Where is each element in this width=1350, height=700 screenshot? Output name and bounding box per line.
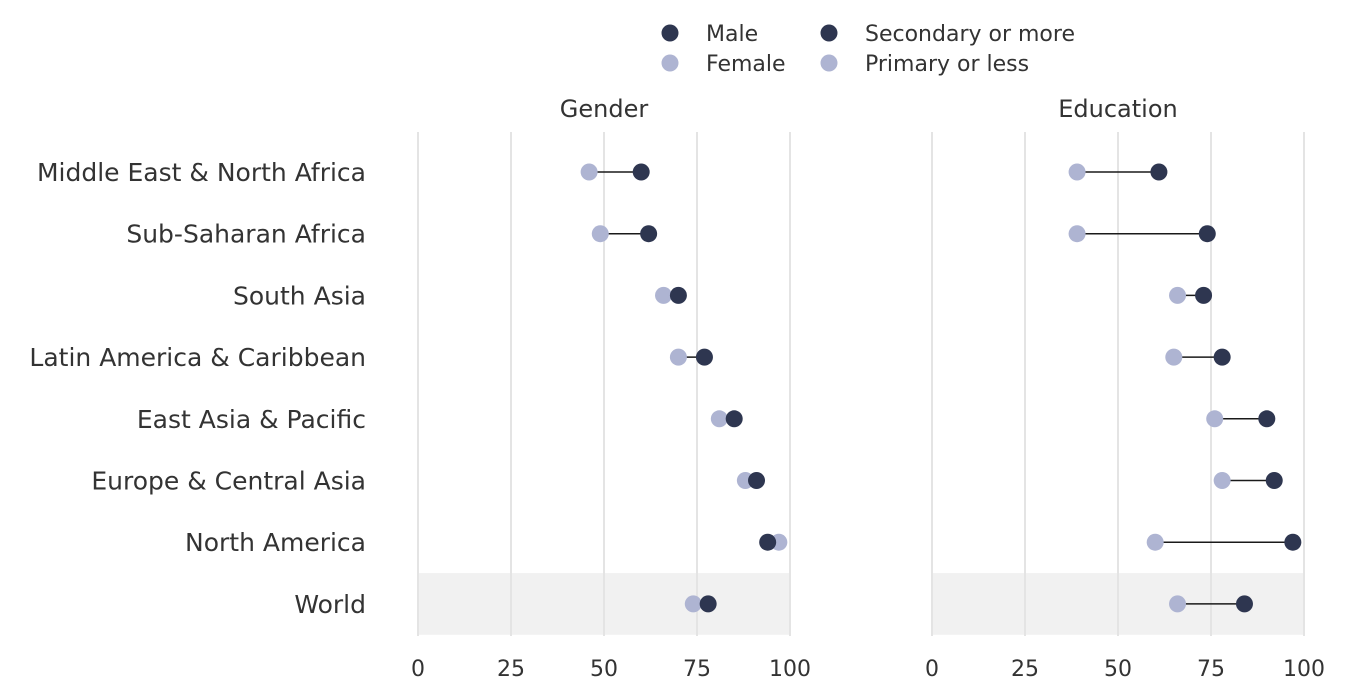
legend-marker-primary-or-less <box>820 54 838 72</box>
point-male-middle-east-and-north-africa <box>632 163 650 181</box>
point-secondary-or-more-sub-saharan-africa <box>1198 225 1216 243</box>
category-label-middle-east-and-north-africa: Middle East & North Africa <box>37 158 366 187</box>
category-label-sub-saharan-africa: Sub-Saharan Africa <box>126 220 366 249</box>
x-tick-label-0: 0 <box>411 657 425 682</box>
point-male-world <box>699 595 717 613</box>
x-tick-label-25: 25 <box>1011 657 1039 682</box>
point-male-latin-america-and-caribbean <box>695 348 713 366</box>
point-primary-or-less-world <box>1169 595 1187 613</box>
legend-label-primary-or-less: Primary or less <box>865 52 1029 77</box>
x-tick-label-100: 100 <box>769 657 811 682</box>
category-label-europe-and-central-asia: Europe & Central Asia <box>91 467 366 496</box>
category-label-east-asia-and-pacific: East Asia & Pacific <box>137 405 366 434</box>
point-secondary-or-more-latin-america-and-caribbean <box>1213 348 1231 366</box>
point-secondary-or-more-south-asia <box>1195 286 1213 304</box>
point-male-east-asia-and-pacific <box>725 410 743 428</box>
point-secondary-or-more-europe-and-central-asia <box>1265 472 1283 489</box>
panel-education: 0 25 50 75 100 Education <box>925 95 1325 682</box>
point-female-latin-america-and-caribbean <box>669 348 687 366</box>
point-female-world <box>684 595 702 613</box>
panel-title-education: Education <box>1058 95 1177 123</box>
point-female-middle-east-and-north-africa <box>580 163 598 181</box>
category-label-latin-america-and-caribbean: Latin America & Caribbean <box>29 343 366 372</box>
category-labels: Middle East & North Africa Sub-Saharan Af… <box>29 158 366 619</box>
x-tick-label-100: 100 <box>1283 657 1325 682</box>
x-tick-label-75: 75 <box>683 657 711 682</box>
x-tick-label-25: 25 <box>497 657 525 682</box>
point-male-north-america <box>759 533 777 551</box>
point-secondary-or-more-north-america <box>1284 533 1302 551</box>
point-primary-or-less-middle-east-and-north-africa <box>1068 163 1086 181</box>
point-primary-or-less-sub-saharan-africa <box>1068 225 1086 243</box>
panel-title-gender: Gender <box>560 95 649 123</box>
point-primary-or-less-europe-and-central-asia <box>1213 472 1231 489</box>
legend: Male Female Secondary or more Primary or le… <box>661 22 1075 77</box>
x-tick-label-75: 75 <box>1197 657 1225 682</box>
point-primary-or-less-north-america <box>1146 533 1164 551</box>
point-secondary-or-more-east-asia-and-pacific <box>1258 410 1276 428</box>
point-female-sub-saharan-africa <box>591 225 609 243</box>
category-label-south-asia: South Asia <box>233 281 366 310</box>
point-secondary-or-more-middle-east-and-north-africa <box>1150 163 1168 181</box>
point-male-south-asia <box>669 286 687 304</box>
point-female-south-asia <box>655 286 673 304</box>
point-secondary-or-more-world <box>1235 595 1253 613</box>
panels: 0 25 50 75 100 Gender 0 25 50 75 100 Education <box>411 95 1325 682</box>
category-label-north-america: North America <box>185 528 366 557</box>
point-female-east-asia-and-pacific <box>710 410 728 428</box>
x-tick-label-50: 50 <box>1104 657 1132 682</box>
point-primary-or-less-south-asia <box>1169 286 1187 304</box>
point-male-sub-saharan-africa <box>640 225 658 243</box>
point-primary-or-less-east-asia-and-pacific <box>1206 410 1224 428</box>
x-tick-label-0: 0 <box>925 657 939 682</box>
point-primary-or-less-latin-america-and-caribbean <box>1165 348 1183 366</box>
legend-label-male: Male <box>706 22 758 47</box>
legend-marker-male <box>661 24 679 42</box>
legend-label-secondary-or-more: Secondary or more <box>865 22 1075 47</box>
x-tick-label-50: 50 <box>590 657 618 682</box>
legend-label-female: Female <box>706 52 786 77</box>
panel-gender: 0 25 50 75 100 Gender <box>411 95 811 682</box>
point-male-europe-and-central-asia <box>748 472 766 489</box>
legend-marker-female <box>661 54 679 72</box>
category-label-world: World <box>294 590 366 619</box>
legend-marker-secondary-or-more <box>820 24 838 42</box>
